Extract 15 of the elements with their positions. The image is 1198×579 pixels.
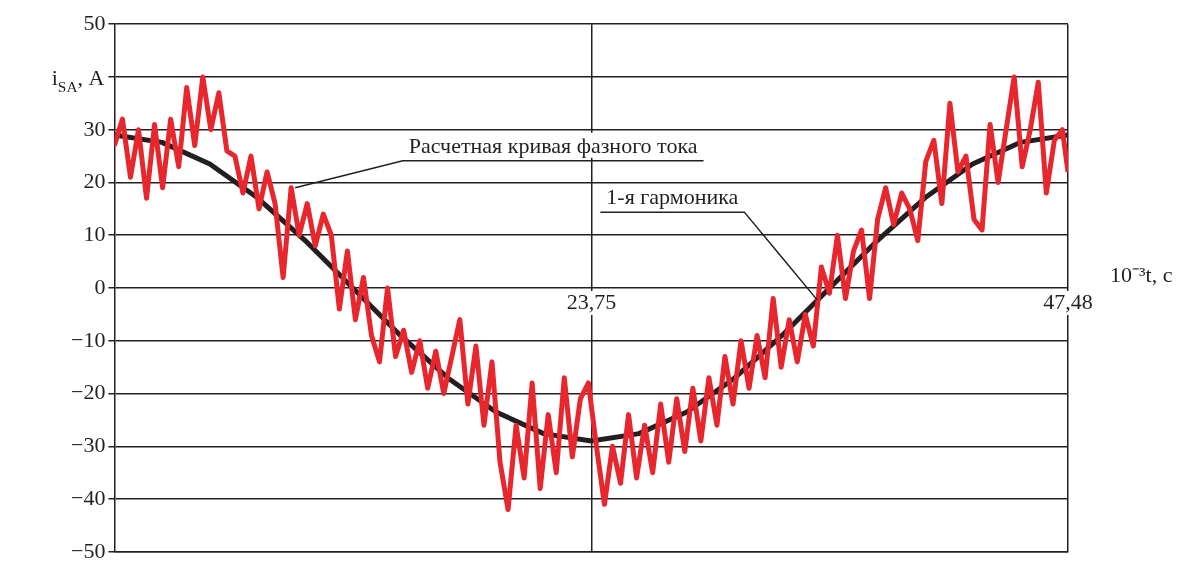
x-tick-label: 23,75 [566, 288, 617, 314]
y-tick-label: −20 [70, 379, 106, 405]
annotation: 1-я гармоника [606, 184, 739, 210]
y-tick-label: 0 [94, 273, 106, 299]
x-axis-title: 10⁻³t, с [1110, 262, 1173, 287]
annotation: Расчетная кривая фазного тока [408, 132, 698, 158]
y-tick-label: 30 [83, 115, 106, 141]
y-tick-label: −40 [70, 484, 106, 510]
y-tick-label: −30 [70, 432, 106, 458]
y-tick-label: −10 [70, 326, 106, 352]
y-tick-label: −50 [70, 537, 106, 563]
y-tick-label: 20 [83, 168, 106, 194]
y-tick-label: 50 [83, 9, 106, 35]
x-tick-label: 47,48 [1043, 288, 1093, 314]
y-tick-label: 10 [83, 221, 106, 247]
